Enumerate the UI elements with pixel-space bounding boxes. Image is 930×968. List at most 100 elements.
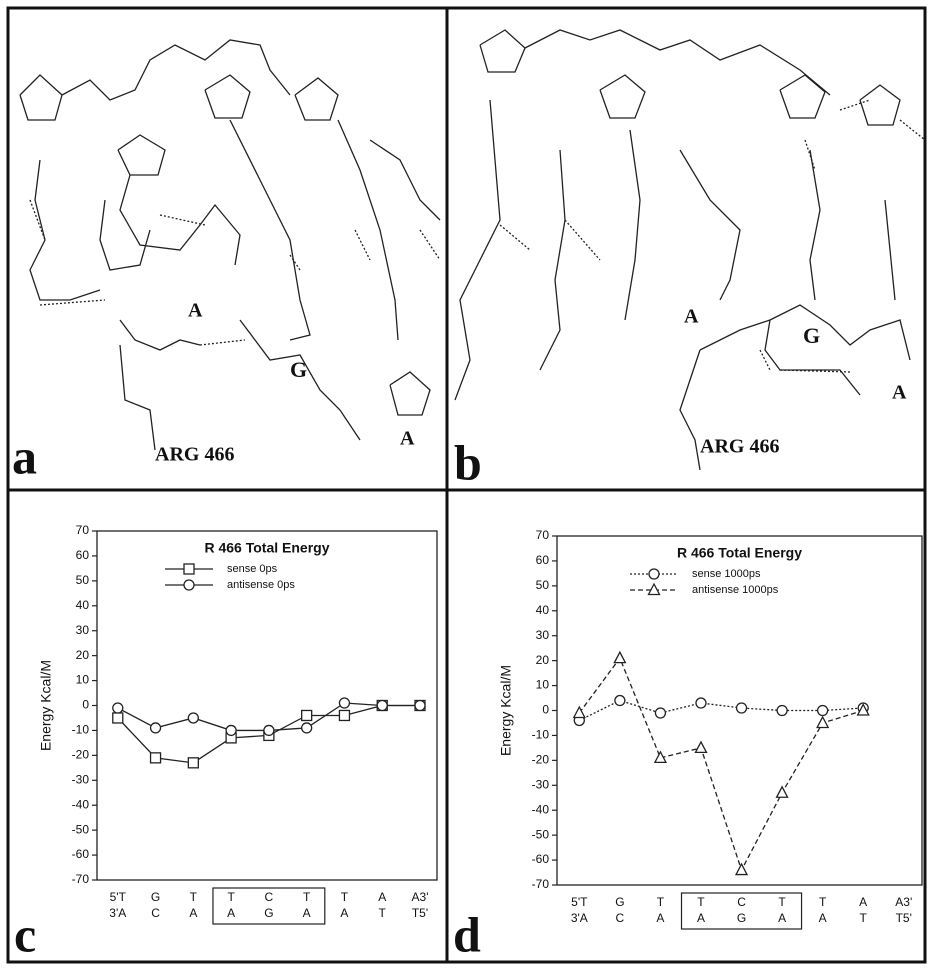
x-tick-label: A xyxy=(303,906,311,920)
x-tick-label: G xyxy=(264,906,273,920)
legend-marker xyxy=(649,569,659,579)
x-tick-label: C xyxy=(737,895,746,909)
marker xyxy=(777,706,787,716)
x-tick-label: T xyxy=(697,895,705,909)
marker xyxy=(415,701,425,711)
marker xyxy=(188,758,198,768)
x-tick-label: C xyxy=(265,890,274,904)
marker xyxy=(574,707,585,718)
y-tick-label: -10 xyxy=(532,728,550,742)
marker xyxy=(302,710,312,720)
legend-marker xyxy=(184,564,194,574)
marker xyxy=(339,698,349,708)
base-label: A xyxy=(400,428,415,450)
panel-label: b xyxy=(454,434,482,490)
marker xyxy=(188,713,198,723)
structure-b xyxy=(455,30,925,470)
x-tick-label: A xyxy=(227,906,235,920)
x-tick-label: 5'T xyxy=(571,895,588,909)
x-tick-label: G xyxy=(615,895,624,909)
x-tick-label: A3' xyxy=(412,890,429,904)
panel-label: d xyxy=(453,906,481,962)
marker xyxy=(113,713,123,723)
y-tick-label: -20 xyxy=(72,748,90,762)
base-label: G xyxy=(290,357,307,382)
y-tick-label: 10 xyxy=(76,673,90,687)
y-tick-label: 20 xyxy=(536,653,550,667)
legend-title: R 466 Total Energy xyxy=(204,540,329,556)
y-tick-label: 0 xyxy=(542,703,549,717)
marker xyxy=(226,725,236,735)
y-tick-label: 70 xyxy=(76,523,90,537)
x-tick-label: 5'T xyxy=(110,890,127,904)
x-tick-label: A xyxy=(656,911,664,925)
x-tick-label: A xyxy=(697,911,705,925)
marker xyxy=(614,652,625,663)
y-tick-label: 20 xyxy=(76,648,90,662)
y-tick-label: 30 xyxy=(536,628,550,642)
y-tick-label: -50 xyxy=(532,827,550,841)
y-tick-label: 40 xyxy=(536,603,550,617)
y-tick-label: 30 xyxy=(76,623,90,637)
marker xyxy=(737,703,747,713)
x-tick-label: T5' xyxy=(412,906,428,920)
y-axis-label: Energy Kcal/M xyxy=(38,660,54,751)
x-tick-label: C xyxy=(616,911,625,925)
y-axis-label: Energy Kcal/M xyxy=(498,665,514,756)
x-tick-label: T xyxy=(778,895,786,909)
x-tick-label: A xyxy=(378,890,386,904)
x-tick-label: G xyxy=(737,911,746,925)
y-tick-label: -40 xyxy=(532,802,550,816)
legend-label: sense 1000ps xyxy=(692,568,761,580)
marker xyxy=(655,708,665,718)
structure-a xyxy=(20,40,440,450)
x-tick-label: T xyxy=(227,890,235,904)
x-tick-label: 3'A xyxy=(571,911,588,925)
x-tick-label: T xyxy=(860,911,868,925)
x-tick-label: A xyxy=(859,895,867,909)
y-tick-label: 0 xyxy=(82,698,89,712)
x-tick-label: T xyxy=(303,890,311,904)
y-tick-label: -60 xyxy=(72,847,90,861)
y-tick-label: -70 xyxy=(72,872,90,886)
marker xyxy=(777,787,788,798)
residue-label: ARG 466 xyxy=(155,444,234,466)
legend-marker xyxy=(184,580,194,590)
base-label: G xyxy=(803,323,820,348)
x-tick-label: A3' xyxy=(895,895,912,909)
panel-label: c xyxy=(14,906,36,962)
x-tick-label: T xyxy=(819,895,827,909)
base-label: A xyxy=(684,306,699,328)
y-tick-label: 60 xyxy=(76,548,90,562)
legend-label: antisense 1000ps xyxy=(692,584,779,596)
residue-label: ARG 466 xyxy=(700,436,779,458)
y-tick-label: 70 xyxy=(536,528,550,542)
x-tick-label: A xyxy=(340,906,348,920)
marker xyxy=(151,723,161,733)
marker xyxy=(151,753,161,763)
x-tick-label: T5' xyxy=(896,911,912,925)
figure: A G ARG 466 A a A G A ARG 466 b -70 -60 -5… xyxy=(0,0,930,968)
y-tick-label: -70 xyxy=(532,877,550,891)
panel-label: a xyxy=(12,428,37,484)
marker xyxy=(615,696,625,706)
x-tick-label: T xyxy=(379,906,387,920)
y-tick-label: -10 xyxy=(72,723,90,737)
x-tick-label: G xyxy=(151,890,160,904)
y-tick-label: -30 xyxy=(532,777,550,791)
legend-marker xyxy=(649,584,660,595)
legend-label: sense 0ps xyxy=(227,563,278,575)
legend-title: R 466 Total Energy xyxy=(677,545,802,561)
y-tick-label: 10 xyxy=(536,678,550,692)
marker xyxy=(302,723,312,733)
x-tick-label: T xyxy=(341,890,349,904)
y-tick-label: -50 xyxy=(72,822,90,836)
x-tick-label: T xyxy=(190,890,198,904)
base-label: A xyxy=(188,300,203,322)
marker xyxy=(736,864,747,875)
x-tick-label: C xyxy=(151,906,160,920)
y-tick-label: 40 xyxy=(76,598,90,612)
legend-label: antisense 0ps xyxy=(227,579,295,591)
y-tick-label: -30 xyxy=(72,772,90,786)
base-label: A xyxy=(892,382,907,404)
